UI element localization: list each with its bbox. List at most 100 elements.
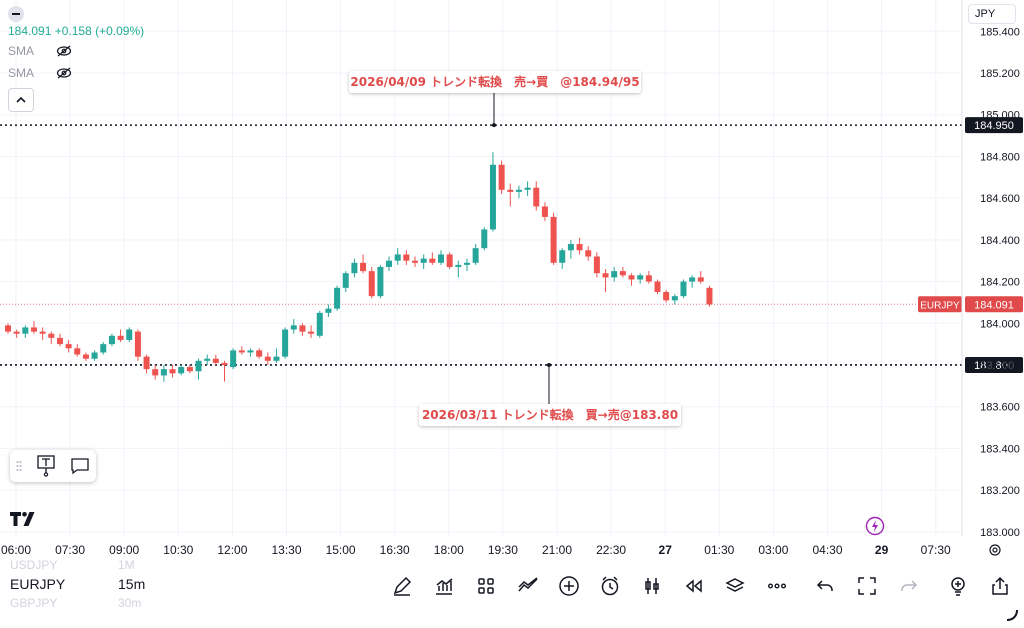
comment-icon[interactable] <box>70 457 90 475</box>
candle-body <box>455 264 462 267</box>
indicator-label: SMA <box>8 66 35 80</box>
indicator-sma-2[interactable]: SMA <box>8 66 72 80</box>
candle-body <box>645 275 652 282</box>
candle <box>697 271 704 284</box>
candle-body <box>602 273 609 278</box>
candle-body <box>169 369 176 374</box>
collapse-button[interactable] <box>8 88 34 112</box>
candle <box>377 264 384 299</box>
pen-icon[interactable] <box>390 574 414 598</box>
y-tick-label: 184.400 <box>980 235 1020 247</box>
lightning-icon[interactable] <box>865 516 885 536</box>
candle-body <box>637 275 644 280</box>
share-icon[interactable] <box>988 574 1012 598</box>
candle <box>386 256 393 272</box>
chart-menu[interactable] <box>8 6 24 22</box>
callout-text: 2026/04/09 トレンド転換 売→買 @184.94/95 <box>350 74 639 89</box>
candle-body <box>412 260 419 263</box>
x-tick-label: 01:30 <box>704 543 734 557</box>
candle <box>48 331 55 345</box>
candle-body <box>420 258 427 263</box>
x-tick-label: 27 <box>659 543 673 557</box>
current-symbol[interactable]: EURJPY <box>10 576 66 592</box>
candle-body <box>152 369 159 376</box>
candles-icon[interactable] <box>640 574 664 598</box>
candle-body <box>134 331 141 357</box>
candle-body <box>351 262 358 274</box>
layers-icon[interactable] <box>723 574 747 598</box>
undo-icon[interactable] <box>813 574 837 598</box>
fullscreen-icon[interactable] <box>855 574 879 598</box>
candle-body <box>126 329 133 340</box>
candle-body <box>82 354 89 359</box>
candle-body <box>238 350 245 353</box>
annotation-callout: 2026/04/09 トレンド転換 売→買 @184.94/95 <box>349 71 641 128</box>
annotations: 2026/04/09 トレンド転換 売→買 @184.94/95 2026/03/… <box>349 71 681 426</box>
candle <box>637 273 644 284</box>
candle <box>481 227 488 251</box>
candle <box>515 185 522 199</box>
candle-body <box>247 350 254 353</box>
alert-icon[interactable] <box>598 574 622 598</box>
candle <box>126 327 133 343</box>
candle <box>533 181 540 211</box>
candle-body <box>680 281 687 297</box>
text-anchor-icon[interactable] <box>36 455 56 477</box>
candle-body <box>394 254 401 261</box>
candle <box>221 360 228 382</box>
candle-body <box>663 291 670 301</box>
more-icon[interactable] <box>765 574 789 598</box>
templates-icon[interactable] <box>474 574 498 598</box>
last-price: 184.091 <box>8 24 52 38</box>
currency-select[interactable]: JPY <box>968 4 1016 24</box>
menu-icon[interactable] <box>8 6 24 22</box>
callout-box <box>349 71 641 93</box>
eye-hidden-icon[interactable] <box>56 67 72 79</box>
drag-handle-icon[interactable] <box>16 460 22 472</box>
last-price-label: 184.091 <box>974 299 1014 311</box>
candle-body <box>628 275 635 280</box>
settings-icon[interactable] <box>988 543 1002 557</box>
last-price-tag <box>965 296 1023 313</box>
price-level-tag <box>965 117 1023 134</box>
replay-icon[interactable] <box>682 574 706 598</box>
indicators-icon[interactable] <box>432 574 456 598</box>
eye-hidden-icon[interactable] <box>56 45 72 57</box>
drawing-toolbar <box>10 450 96 482</box>
y-tick-label: 184.600 <box>980 193 1020 205</box>
candle-body <box>567 244 574 251</box>
change-value: +0.158 (+0.09%) <box>54 24 145 38</box>
indicator-sma-1[interactable]: SMA <box>8 44 72 58</box>
candle-body <box>316 312 323 336</box>
candle <box>689 275 696 288</box>
candle-body <box>65 344 72 349</box>
resize-handle-icon[interactable] <box>1005 608 1019 622</box>
callout-anchor <box>492 123 496 128</box>
ideas-icon[interactable] <box>946 574 970 598</box>
candle <box>654 279 661 295</box>
candle <box>74 344 81 357</box>
current-interval[interactable]: 15m <box>118 576 146 592</box>
candle <box>602 269 609 292</box>
candle <box>412 256 419 267</box>
candle <box>195 358 202 380</box>
add-icon[interactable] <box>557 574 581 598</box>
indicator-label: SMA <box>8 44 35 58</box>
candle-body <box>559 250 566 263</box>
candle <box>351 258 358 278</box>
x-tick-label: 07:30 <box>55 543 85 557</box>
x-tick-label: 16:30 <box>380 543 410 557</box>
candle-body <box>273 356 280 361</box>
candle-body <box>290 325 297 330</box>
candle <box>290 319 297 334</box>
candle-body <box>368 271 375 297</box>
candle <box>628 273 635 286</box>
redo-icon[interactable] <box>897 574 921 598</box>
candle <box>13 329 20 338</box>
candle-body <box>221 362 228 365</box>
compare-icon[interactable] <box>516 574 540 598</box>
candle-body <box>446 254 453 267</box>
x-tick-label: 22:30 <box>596 543 626 557</box>
candle-body <box>498 164 505 190</box>
